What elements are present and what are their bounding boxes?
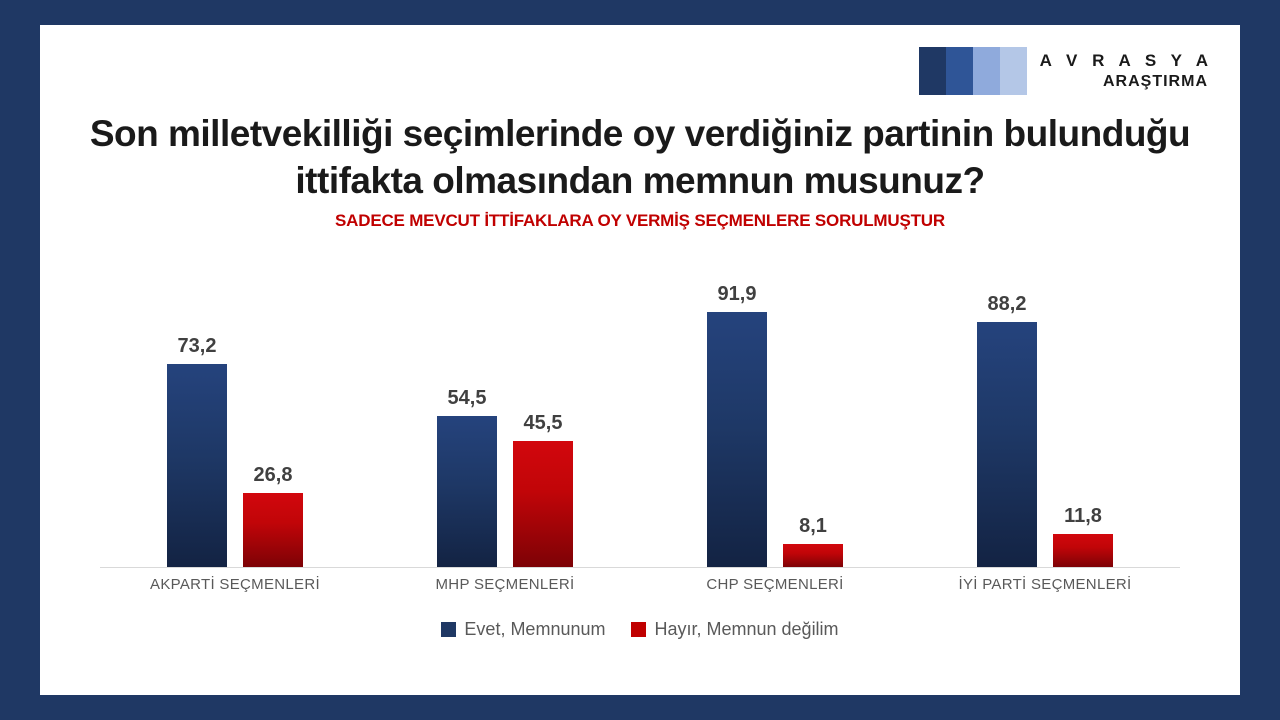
bar-yes <box>707 311 767 567</box>
chart-title-line2: ittifakta olmasından memnun musunuz? <box>295 160 985 201</box>
data-label: 91,9 <box>717 282 757 305</box>
plot-area: 73,2 26,8 54,5 45,5 91,9 8,1 88,2 11,8 <box>100 283 1180 568</box>
logo-square-1 <box>918 47 946 95</box>
bar-group-3: 91,9 8,1 <box>640 283 910 567</box>
logo-squares-icon <box>918 47 1027 95</box>
bar-yes <box>977 321 1037 567</box>
data-label: 26,8 <box>253 463 293 486</box>
category-label: MHP SEÇMENLERİ <box>435 576 575 593</box>
chart-title-line1: Son milletvekilliği seçimlerinde oy verd… <box>89 113 1191 154</box>
bar-wrap: 26,8 <box>243 463 303 567</box>
data-label: 11,8 <box>1064 505 1102 528</box>
bar-wrap: 73,2 <box>167 335 227 567</box>
bar-wrap: 54,5 <box>437 386 497 567</box>
data-label: 88,2 <box>987 292 1027 315</box>
bar-no <box>513 440 573 567</box>
bar-wrap: 88,2 <box>977 293 1037 567</box>
bar-group-4: 88,2 11,8 <box>910 290 1180 567</box>
legend-swatch-icon <box>631 622 647 637</box>
category-label: AKPARTİ SEÇMENLERİ <box>150 576 320 593</box>
bar-wrap: 8,1 <box>783 515 843 567</box>
avrasya-logo: A V R A S Y A ARAŞTIRMA <box>918 47 1208 95</box>
logo-name: A V R A S Y A <box>1039 51 1213 70</box>
logo-text: A V R A S Y A ARAŞTIRMA <box>1040 51 1208 91</box>
data-label: 8,1 <box>799 515 827 538</box>
bar-yes <box>167 363 227 567</box>
bar-group-1: 73,2 26,8 <box>100 290 370 567</box>
data-label: 45,5 <box>523 411 563 434</box>
category-label: İYİ PARTİ SEÇMENLERİ <box>958 576 1132 593</box>
bar-yes <box>437 415 497 567</box>
data-label: 73,2 <box>177 334 217 357</box>
logo-square-2 <box>945 47 973 95</box>
legend-swatch-icon <box>441 622 457 637</box>
slide-card: A V R A S Y A ARAŞTIRMA Son milletvekill… <box>40 25 1240 695</box>
bar-wrap: 45,5 <box>513 412 573 567</box>
legend-label: Hayır, Memnun değilim <box>654 619 839 639</box>
legend-item-2: Hayır, Memnun değilim <box>631 619 839 640</box>
bar-chart: 73,2 26,8 54,5 45,5 91,9 8,1 88,2 11,8 AKPARTİ … <box>100 283 1180 640</box>
logo-square-3 <box>972 47 1000 95</box>
legend-label: Evet, Memnunum <box>464 619 606 639</box>
data-label: 54,5 <box>447 386 487 409</box>
chart-title: Son milletvekilliği seçimlerinde oy verd… <box>40 25 1240 204</box>
category-axis: AKPARTİ SEÇMENLERİ MHP SEÇMENLERİ CHP SEÇM… <box>100 576 1180 593</box>
chart-legend: Evet, Memnunum Hayır, Memnun değilim <box>100 619 1180 640</box>
bar-wrap: 11,8 <box>1053 505 1113 567</box>
bar-no <box>243 492 303 567</box>
category-label: CHP SEÇMENLERİ <box>706 576 844 593</box>
bar-group-2: 54,5 45,5 <box>370 290 640 567</box>
logo-square-4 <box>999 47 1027 95</box>
bar-no <box>1053 534 1113 567</box>
legend-item-1: Evet, Memnunum <box>441 619 605 640</box>
logo-subname: ARAŞTIRMA <box>1103 73 1208 90</box>
chart-subtitle: SADECE MEVCUT İTTİFAKLARA OY VERMİŞ SEÇM… <box>335 211 945 230</box>
bar-no <box>783 544 843 567</box>
bar-wrap: 91,9 <box>707 283 767 567</box>
